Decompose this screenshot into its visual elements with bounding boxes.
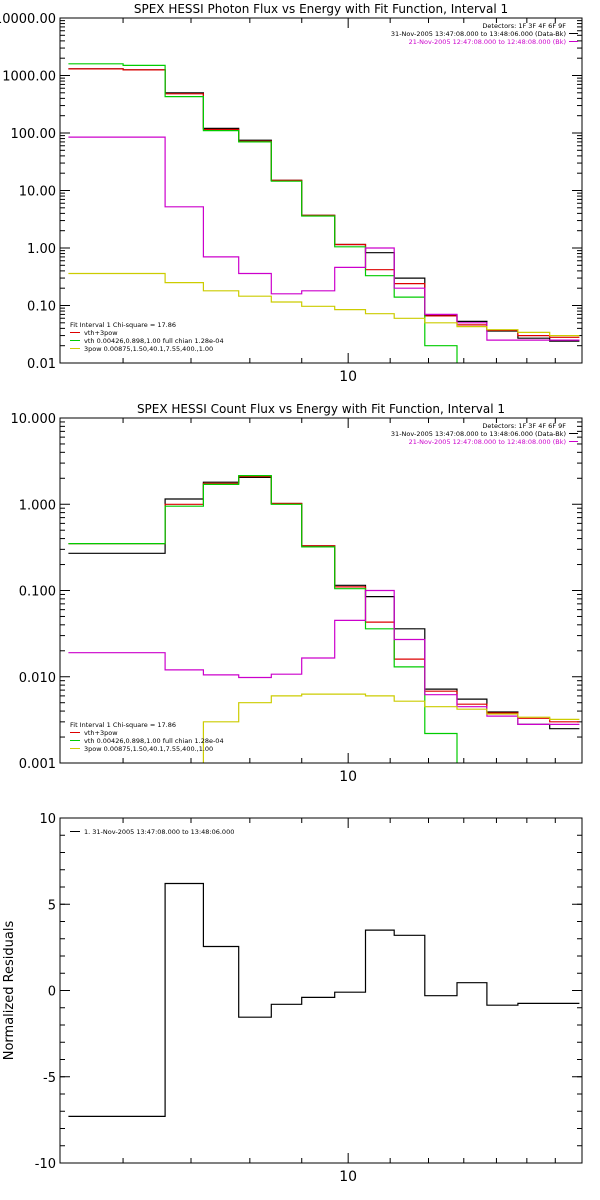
header-note: 21-Nov-2005 12:47:08.000 to 12:48:08.000…: [409, 38, 566, 46]
legend-entry: vth 0.00426,0.898,1.00 full chian 1.28e-…: [84, 337, 224, 345]
y-tick-label: 10.00: [19, 185, 56, 200]
y-tick-label: -10: [35, 1157, 56, 1172]
series-line-vth-3pow: [68, 475, 580, 723]
chart-title: SPEX HESSI Photon Flux vs Energy with Fi…: [134, 2, 508, 16]
legend-entry: 3pow 0.00875,1.50,40.1,7.55,400.,1.00: [84, 345, 213, 353]
series-line-vth-3pow: [68, 68, 580, 338]
y-tick-label: 1.000: [19, 498, 56, 513]
series-line-3pow: [68, 272, 580, 337]
y-tick-label: 0: [48, 985, 56, 1000]
y-axis-label: Normalized Residuals: [2, 921, 17, 1061]
x-tick-label: 10: [339, 769, 357, 785]
plot-frame: [59, 417, 583, 764]
y-tick-label: 100.00: [11, 127, 57, 142]
legend-entry: Fit Interval 1 Chi-square = 17.86: [70, 321, 176, 329]
legend-entry: vth 0.00426,0.898,1.00 full chian 1.28e-…: [84, 737, 224, 745]
series-line-bk: [68, 136, 580, 341]
x-tick-label: 10: [339, 1169, 357, 1185]
chart-title: SPEX HESSI Count Flux vs Energy with Fit…: [137, 402, 505, 416]
header-note: Detectors: 1F 3F 4F 6F 9F: [482, 22, 566, 30]
series-line-data: [68, 476, 580, 730]
chart-panel-3: Normalized Residuals -10 -5 0 5 10 10 1. 31-Nov…: [2, 812, 583, 1185]
series-line-3pow: [202, 693, 580, 763]
chart-panel-2: SPEX HESSI Count Flux vs Energy with Fit…: [11, 402, 583, 785]
plot-frame: [59, 817, 583, 1164]
legend-entry: vth+3pow: [84, 329, 118, 337]
y-tick-label: 0.010: [19, 671, 56, 686]
chart-panel-1: SPEX HESSI Photon Flux vs Energy with Fi…: [0, 2, 583, 385]
y-tick-label: 10.000: [11, 412, 57, 427]
y-tick-label: 0.001: [19, 757, 56, 772]
header-note: 31-Nov-2005 13:47:08.000 to 13:48:06.000…: [391, 30, 566, 38]
y-tick-label: 0.10: [27, 300, 56, 315]
y-tick-label: 10: [39, 812, 56, 827]
legend-entry: 3pow 0.00875,1.50,40.1,7.55,400.,1.00: [84, 745, 213, 753]
y-tick-label: -5: [43, 1071, 56, 1086]
series-line-vth: [68, 63, 458, 363]
data-series-group: [68, 63, 580, 363]
series-line-data: [68, 68, 580, 342]
header-note: 31-Nov-2005 13:47:08.000 to 13:48:06.000…: [391, 430, 566, 438]
legend-entry: 1. 31-Nov-2005 13:47:08.000 to 13:48:06.…: [84, 828, 234, 836]
y-tick-label: 1000.00: [2, 70, 56, 85]
y-tick-label: 0.100: [19, 585, 56, 600]
y-tick-label: 1.00: [27, 242, 56, 257]
plot-frame: [59, 17, 583, 364]
legend-entry: vth+3pow: [84, 729, 118, 737]
legend-entry: Fit Interval 1 Chi-square = 17.86: [70, 721, 176, 729]
series-line-1-31-nov-2005-13-47-08-000-to-13-48-06-000: [68, 882, 580, 1117]
y-tick-label: 10000.00: [0, 12, 56, 27]
y-tick-label: 5: [48, 898, 56, 913]
header-note: Detectors: 1F 3F 4F 6F 9F: [482, 422, 566, 430]
data-series-group: [68, 475, 580, 763]
series-line-vth: [68, 475, 458, 763]
x-tick-label: 10: [339, 369, 357, 385]
data-series-group: [68, 882, 580, 1117]
series-line-bk: [68, 589, 580, 725]
header-note: 21-Nov-2005 12:47:08.000 to 12:48:08.000…: [409, 438, 566, 446]
y-tick-label: 0.01: [27, 357, 56, 372]
